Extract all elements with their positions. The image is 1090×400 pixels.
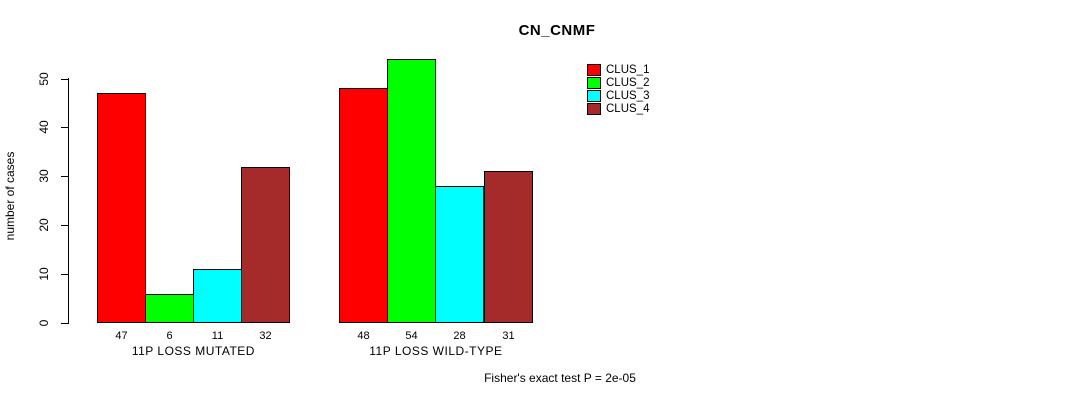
y-tick-label: 30 xyxy=(37,169,51,183)
bar-value-label: 11 xyxy=(211,330,224,342)
y-tick xyxy=(61,127,68,128)
bar-value-label: 47 xyxy=(115,330,128,342)
y-tick-label: 10 xyxy=(37,267,51,281)
y-tick xyxy=(61,323,68,324)
y-tick xyxy=(61,79,68,80)
legend-label: CLUS_2 xyxy=(606,76,650,89)
legend-swatch-clus_4 xyxy=(587,102,601,115)
legend-label: CLUS_1 xyxy=(606,63,650,76)
bar-value-label: 31 xyxy=(502,330,515,342)
bar-clus_2-2 xyxy=(387,59,436,323)
legend-label: CLUS_4 xyxy=(606,102,650,115)
legend-label: CLUS_3 xyxy=(606,89,650,102)
y-tick-label: 50 xyxy=(37,72,51,86)
legend-item: CLUS_4 xyxy=(587,102,649,115)
y-axis-line xyxy=(68,78,69,324)
y-tick xyxy=(61,225,68,226)
bar-value-label: 6 xyxy=(166,330,173,342)
y-tick-label: 40 xyxy=(37,120,51,134)
bar-value-label: 28 xyxy=(453,330,466,342)
bar-clus_3-2 xyxy=(435,186,484,323)
bar-clus_1-2 xyxy=(339,88,388,323)
bar-clus_4-2 xyxy=(484,171,533,323)
bar-value-label: 54 xyxy=(405,330,418,342)
legend: CLUS_1 CLUS_2 CLUS_3 CLUS_4 xyxy=(587,63,649,115)
x-category-label: 11P LOSS MUTATED xyxy=(131,344,255,358)
bar-clus_1-1 xyxy=(97,93,146,323)
bar-value-label: 48 xyxy=(357,330,370,342)
legend-swatch-clus_1 xyxy=(587,63,601,76)
fisher-test-annotation: Fisher's exact test P = 2e-05 xyxy=(484,371,636,385)
y-tick xyxy=(61,176,68,177)
bar-clus_4-1 xyxy=(241,167,290,323)
bar-clus_2-1 xyxy=(145,294,194,323)
bar-clus_3-1 xyxy=(193,269,242,323)
legend-item: CLUS_3 xyxy=(587,89,649,102)
bar-value-label: 32 xyxy=(259,330,272,342)
legend-swatch-clus_2 xyxy=(587,76,601,89)
y-tick-label: 0 xyxy=(37,319,51,327)
legend-swatch-clus_3 xyxy=(587,89,601,102)
y-tick xyxy=(61,274,68,275)
legend-item: CLUS_1 xyxy=(587,63,649,76)
y-tick-label: 20 xyxy=(37,218,51,232)
x-category-label: 11P LOSS WILD-TYPE xyxy=(369,344,503,358)
legend-item: CLUS_2 xyxy=(587,76,649,89)
chart-title: CN_CNMF xyxy=(518,22,596,39)
y-axis-title: number of cases xyxy=(3,151,17,241)
